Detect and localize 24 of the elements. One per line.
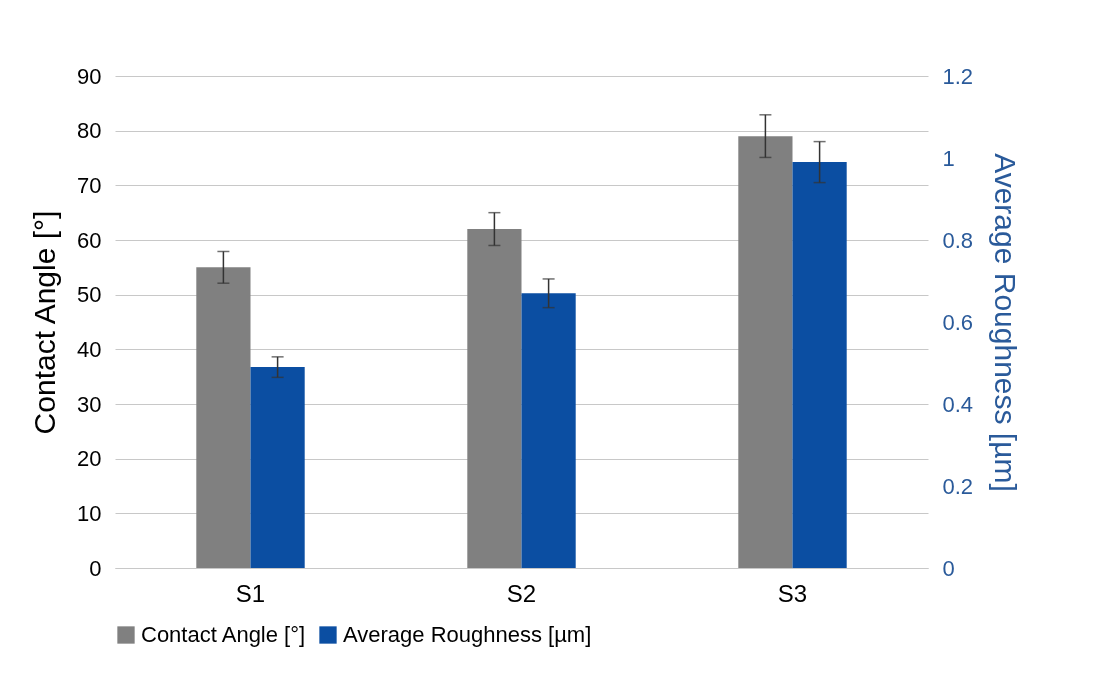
- y2-axis-title: Average Roughness [µm]: [989, 153, 1023, 492]
- legend-label: Contact Angle [°]: [141, 622, 306, 647]
- x-tick-label: S3: [777, 579, 808, 607]
- y2-tick-label: 0: [942, 555, 955, 581]
- legend-label: Average Roughness [µm]: [343, 622, 592, 647]
- y-tick-label: 40: [77, 336, 102, 362]
- y-tick-label: 90: [77, 63, 102, 89]
- x-tick-label: S1: [235, 579, 266, 607]
- y-tick-label: 50: [77, 282, 102, 308]
- y-axis-title: Contact Angle [°]: [28, 210, 62, 435]
- y2-tick-label: 0.2: [942, 473, 974, 499]
- y2-tick-label: 0.4: [942, 391, 974, 417]
- y-tick-label: 70: [77, 172, 102, 198]
- y2-tick-label: 1.2: [942, 63, 974, 89]
- y-tick-label: 10: [77, 500, 102, 526]
- x-tick-label: S2: [506, 579, 537, 607]
- y2-tick-label: 0.8: [942, 227, 974, 253]
- y2-tick-label: 1: [942, 145, 955, 171]
- y2-tick-label: 0.6: [942, 309, 974, 335]
- y-tick-label: 30: [77, 391, 102, 417]
- y-tick-label: 20: [77, 446, 102, 472]
- y-tick-label: 80: [77, 118, 102, 144]
- y-tick-label: 60: [77, 227, 102, 253]
- y-tick-label: 0: [89, 555, 102, 581]
